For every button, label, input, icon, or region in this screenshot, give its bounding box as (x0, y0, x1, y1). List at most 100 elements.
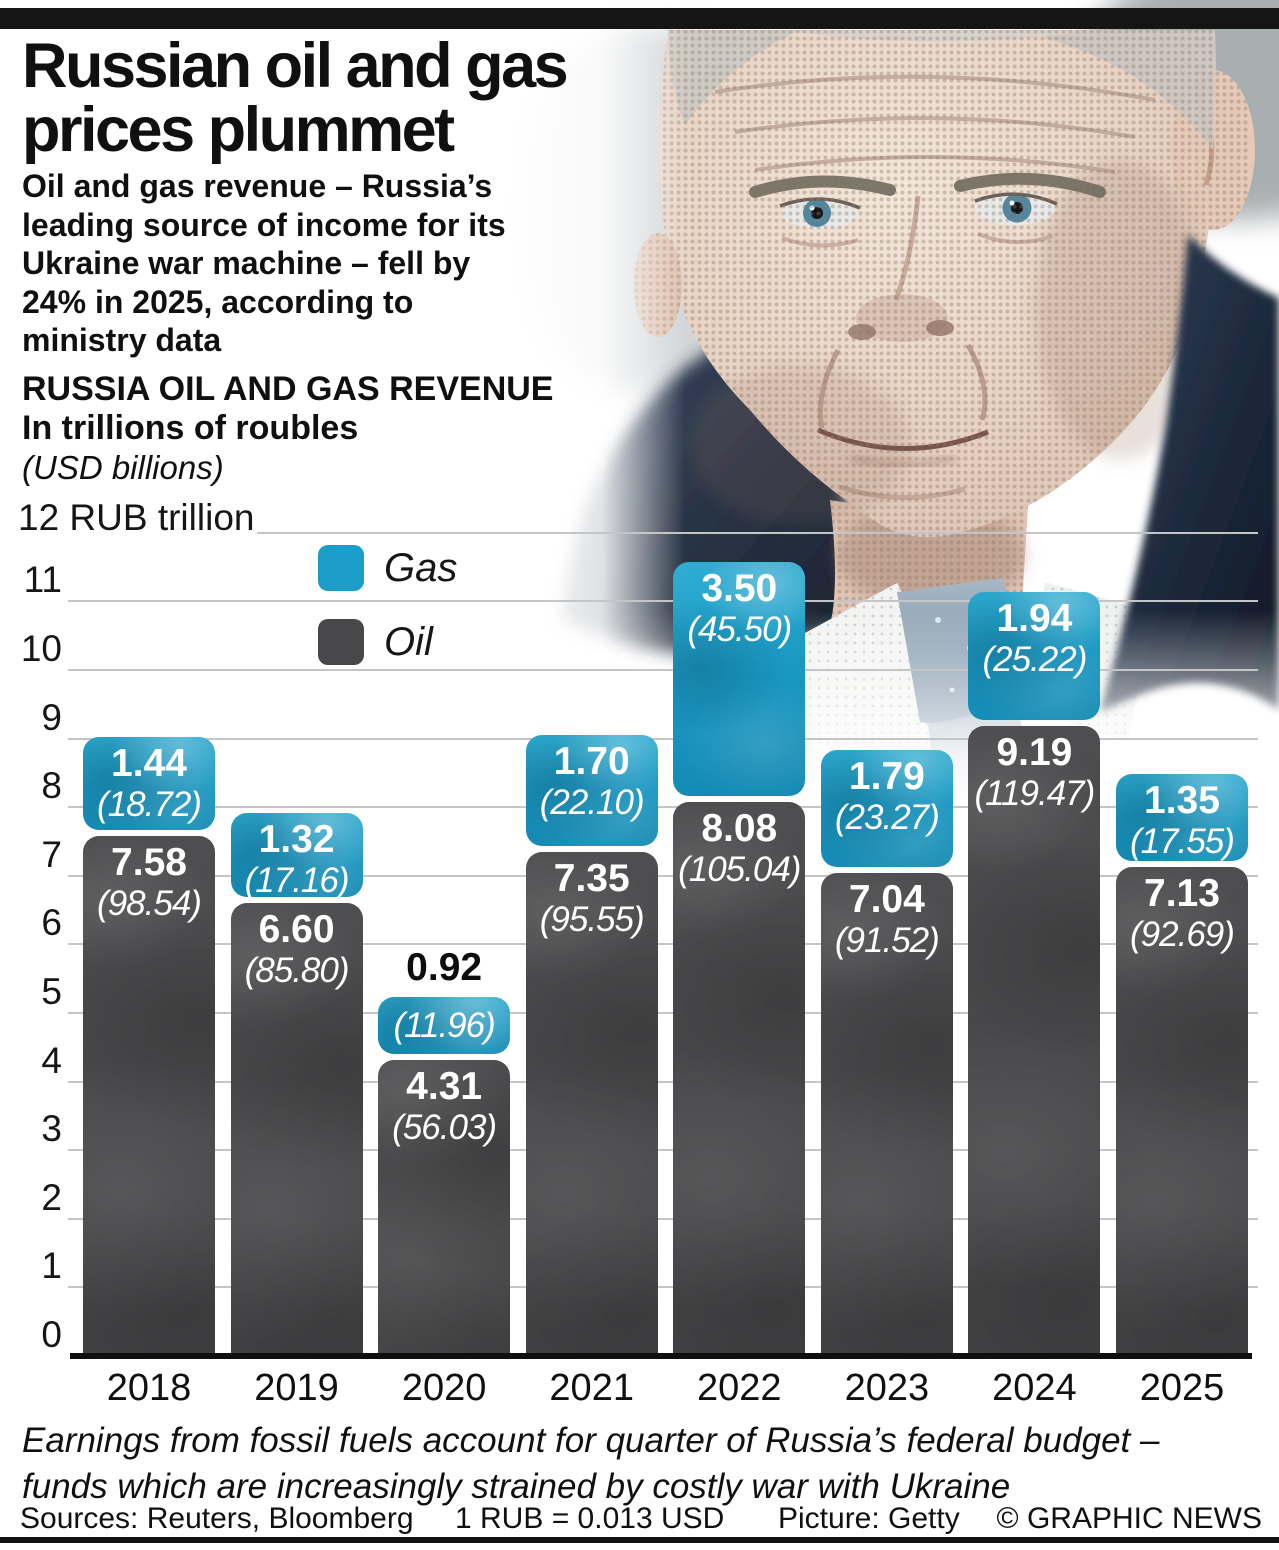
suit-right-shoulder (1100, 235, 1279, 712)
legend-row-oil: Oil (318, 619, 457, 665)
intro-line: ministry data (22, 322, 222, 358)
gas-bar-2021: 1.70 (22.10) (525, 735, 658, 846)
x-axis-label-2023: 2023 (844, 1367, 930, 1409)
oil-usd-label-2019: (85.80) (244, 951, 350, 991)
gas-value-label-2024: 1.94 (996, 597, 1073, 641)
gas-bar-2024: 1.94 (25.22) (968, 592, 1101, 720)
page-title: Russian oil and gas prices plummet (22, 31, 569, 165)
oil-value-label-2022: 8.08 (701, 806, 778, 850)
gas-usd-label-2022: (45.50) (687, 609, 792, 649)
oil-value-label-2024: 9.19 (996, 730, 1073, 774)
y-tick-label-9: 9 (41, 696, 62, 738)
y-tick-label-2: 2 (41, 1176, 62, 1218)
y-tick-label-4: 4 (41, 1039, 62, 1081)
footer-note-line2: funds which are increasingly strained by… (22, 1467, 1011, 1506)
y-tick-label-11: 11 (23, 559, 62, 601)
y-tick-label-0: 0 (41, 1314, 62, 1355)
y-tick-label-7: 7 (41, 833, 62, 875)
intro-line: 24% in 2025, according to (22, 283, 414, 320)
oil-bar-2022: 8.08 (105.04) (673, 801, 806, 1356)
bottom-rule (0, 1537, 1279, 1543)
gridline-10 (68, 669, 1258, 671)
y-tick-label-10: 10 (20, 628, 62, 669)
oil-bar-2023: 7.04 (91.52) (820, 873, 953, 1356)
intro-line: Ukraine war machine – fell by (22, 245, 471, 281)
x-axis-label-2020: 2020 (401, 1367, 487, 1409)
oil-value-label-2020: 4.31 (406, 1065, 483, 1109)
oil-value-label-2018: 7.58 (111, 841, 187, 884)
gas-usd-label-2020: (11.96) (393, 1005, 495, 1045)
gridline-3 (68, 1149, 1258, 1152)
gas-value-label-2021: 1.70 (553, 740, 630, 784)
gas-bar-2022: 3.50 (45.50) (673, 561, 806, 796)
x-axis-label-2024: 2024 (992, 1367, 1077, 1409)
gas-usd-label-2024: (25.22) (982, 640, 1087, 680)
gas-usd-label-2018: (18.72) (97, 785, 202, 825)
x-axis-line (70, 1353, 1252, 1359)
gas-usd-label-2021: (22.10) (539, 783, 645, 823)
x-axis-label-2018: 2018 (106, 1367, 192, 1409)
legend-label-oil: Oil (384, 619, 433, 664)
y-tick-label-3: 3 (41, 1108, 62, 1150)
gridline-6 (68, 943, 1258, 946)
gas-bar-2019: 1.32 (17.16) (230, 812, 363, 900)
page-title-line2: prices plummet (22, 95, 455, 165)
gridline-1 (68, 1286, 1258, 1289)
copyright-notice: © GRAPHIC NEWS (996, 1502, 1262, 1535)
picture-credit: Picture: Getty (778, 1502, 960, 1535)
oil-bar-2024: 9.19 (119.47) (968, 725, 1101, 1356)
footer-note: Earnings from fossil fuels account for q… (22, 1418, 1159, 1510)
chart-unit-note: (USD billions) (22, 449, 224, 486)
chart-legend: Gas Oil (318, 545, 457, 693)
gridline-2 (68, 1217, 1258, 1220)
footer-note-line1: Earnings from fossil fuels account for q… (22, 1421, 1160, 1460)
intro-line: Oil and gas revenue – Russia’s (22, 168, 493, 204)
oil-bar-2020: 4.31 (56.03) (378, 1060, 511, 1356)
oil-usd-label-2024: (119.47) (974, 773, 1096, 813)
chart-subtitle: In trillions of roubles (22, 409, 359, 447)
page-title-line1: Russian oil and gas (22, 31, 569, 101)
oil-value-label-2023: 7.04 (848, 878, 925, 922)
y-axis-top-label: 12 RUB trillion (18, 497, 255, 538)
chart-header: RUSSIA OIL AND GAS REVENUE In trillions … (22, 370, 553, 487)
oil-usd-label-2020: (56.03) (392, 1108, 497, 1148)
gas-outside-value-label-2020: 0.92 (406, 946, 483, 990)
x-axis-label-2021: 2021 (549, 1367, 634, 1409)
gridline-9 (68, 737, 1258, 740)
gas-value-label-2018: 1.44 (111, 742, 187, 786)
oil-value-label-2021: 7.35 (553, 856, 630, 900)
oil-bar-2019: 6.60 (85.80) (230, 903, 363, 1356)
gas-bar-2023: 1.79 (23.27) (820, 750, 953, 868)
legend-row-gas: Gas (318, 545, 457, 591)
oil-usd-label-2018: (98.54) (97, 884, 202, 923)
source-row: Sources: Reuters, Bloomberg 1 RUB = 0.01… (0, 1502, 1279, 1538)
gridline-8 (68, 806, 1258, 809)
gas-bar-2018: 1.44 (18.72) (83, 737, 215, 830)
oil-usd-label-2021: (95.55) (539, 899, 645, 939)
top-rule (0, 8, 1279, 29)
oil-bar-2021: 7.35 (95.55) (525, 851, 658, 1356)
y-tick-label-1: 1 (41, 1245, 62, 1287)
oil-usd-label-2022: (105.04) (678, 849, 801, 889)
x-axis-label-2019: 2019 (254, 1367, 339, 1409)
x-axis-label-2025: 2025 (1139, 1367, 1225, 1409)
intro-paragraph: Oil and gas revenue – Russia’s leading s… (22, 167, 506, 360)
gas-bar-2020: (11.96) (378, 997, 511, 1055)
y-tick-label-5: 5 (41, 971, 62, 1012)
gas-usd-label-2025: (17.55) (1130, 822, 1235, 862)
oil-usd-label-2023: (91.52) (834, 921, 940, 961)
gas-value-label-2023: 1.79 (848, 755, 925, 799)
gas-usd-label-2019: (17.16) (244, 860, 350, 900)
oil-bar-2025: 7.13 (92.69) (1115, 866, 1248, 1356)
legend-swatch-gas (318, 545, 364, 591)
legend-swatch-oil (318, 619, 364, 665)
gas-usd-label-2023: (23.27) (834, 798, 940, 838)
oil-value-label-2025: 7.13 (1144, 871, 1220, 915)
sources-credit: Sources: Reuters, Bloomberg (20, 1502, 414, 1535)
gas-bar-2025: 1.35 (17.55) (1115, 774, 1248, 862)
gridline-7 (68, 874, 1258, 877)
y-tick-label-6: 6 (41, 902, 62, 944)
oil-bar-2018: 7.58 (98.54) (83, 836, 215, 1356)
